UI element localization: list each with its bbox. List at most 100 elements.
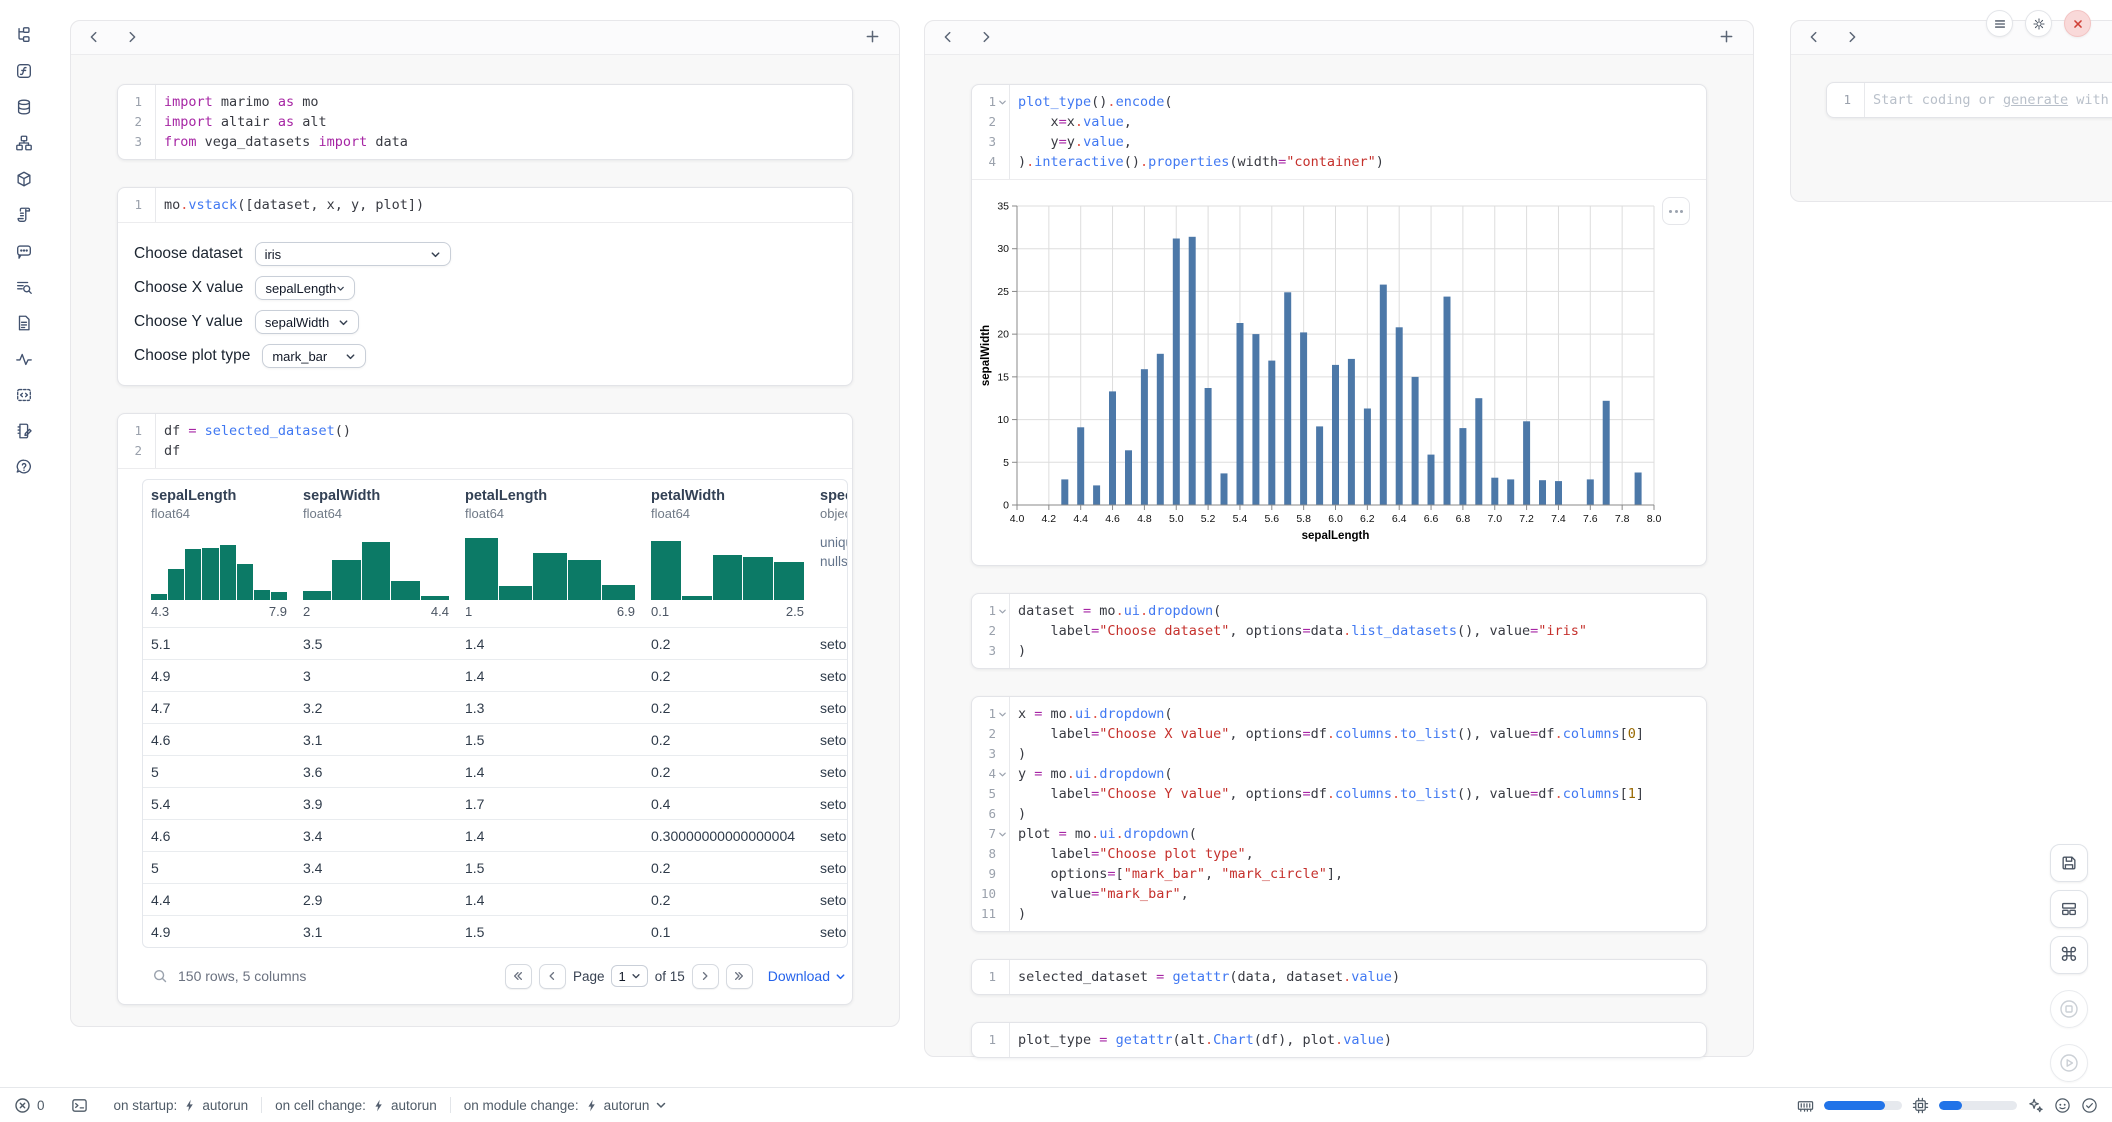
chart-menu-button[interactable] [1662,197,1690,225]
code-line[interactable]: 9 options=["mark_bar", "mark_circle"], [972,864,1706,884]
code-line[interactable]: 1 selected_dataset = getattr(data, datase… [972,967,1706,987]
table-row[interactable]: 4.6 3.1 1.5 0.2 setosa [143,723,847,755]
code-line[interactable]: 5 label="Choose Y value", options=df.col… [972,784,1706,804]
settings-gear-button[interactable] [2025,10,2052,37]
table-column-header[interactable]: species object unique:nulls: [812,480,847,627]
table-row[interactable]: 4.7 3.2 1.3 0.2 setosa [143,691,847,723]
move-column-left-button[interactable] [1807,30,1823,46]
shutdown-close-button[interactable] [2064,10,2091,37]
table-column-header[interactable]: sepalLength float64 4.3 7.9 [143,480,295,627]
move-column-right-button[interactable] [125,30,141,46]
code-cell-empty[interactable]: 1 Start coding or generate with [1826,82,2112,118]
outputs-icon[interactable] [15,386,33,404]
code-line[interactable]: 1 import marimo as mo [118,92,852,112]
dropdown[interactable]: sepalWidth [254,310,359,334]
code-line[interactable]: 4 y = mo.ui.dropdown( [972,764,1706,784]
collapse-chevron-icon[interactable] [996,824,1009,844]
table-row[interactable]: 4.9 3 1.4 0.2 setosa [143,659,847,691]
add-column-button[interactable] [865,29,883,47]
pagination-prev-button[interactable] [538,963,566,989]
menu-button[interactable] [1986,10,2013,37]
code-cell-dataset-dropdown[interactable]: 1 dataset = mo.ui.dropdown(2 label="Choos… [971,593,1707,669]
column-histogram[interactable] [465,530,636,600]
collapse-chevron-icon[interactable] [996,601,1009,621]
code-line[interactable]: 1 dataset = mo.ui.dropdown( [972,601,1706,621]
code-cell-plot-type[interactable]: 1 plot_type = getattr(alt.Chart(df), plot… [971,1022,1707,1058]
snippets-icon[interactable] [15,314,33,332]
code-cell-xy-dropdowns[interactable]: 1 x = mo.ui.dropdown(2 label="Choose X va… [971,696,1707,932]
packages-icon[interactable] [15,170,33,188]
pagination-next-button[interactable] [691,963,719,989]
code-line[interactable]: 10 value="mark_bar", [972,884,1706,904]
help-icon[interactable] [15,458,33,476]
code-cell-selected-dataset[interactable]: 1 selected_dataset = getattr(data, datase… [971,959,1707,995]
table-column-header[interactable]: sepalWidth float64 2 4.4 [295,480,457,627]
documentation-search-icon[interactable] [15,278,33,296]
autorun-on-module-change[interactable]: on module change: autorun [451,1098,681,1113]
chat-icon[interactable] [15,242,33,260]
move-column-right-button[interactable] [1845,30,1861,46]
autorun-on-cell-change[interactable]: on cell change: autorun [275,1097,437,1113]
bar-chart[interactable]: 4.0 4.2 4.4 4.6 4.8 5.0 5.2 5.4 5.6 5.8 6.0 6.2 6.4 6… [972,180,1707,565]
code-cell-vstack[interactable]: 1 mo.vstack([dataset, x, y, plot]) Choose… [117,187,853,386]
copilot-icon[interactable] [2054,1097,2071,1114]
file-explorer-icon[interactable] [15,26,33,44]
move-column-left-button[interactable] [87,30,103,46]
table-row[interactable]: 5 3.4 1.5 0.2 setosa [143,851,847,883]
code-line[interactable]: 7 plot = mo.ui.dropdown( [972,824,1706,844]
kernel-status-icon[interactable] [2081,1097,2098,1114]
collapse-chevron-icon[interactable] [996,92,1009,112]
keyboard-shortcuts-button[interactable]: ⌘ [2050,936,2088,974]
code-line[interactable]: 1 plot_type = getattr(alt.Chart(df), plot… [972,1030,1706,1050]
code-line[interactable]: 1 df = selected_dataset() [118,421,852,441]
column-histogram[interactable] [303,530,450,600]
dropdown[interactable]: mark_bar [262,344,367,368]
dependency-graph-icon[interactable] [15,134,33,152]
column-histogram[interactable] [151,530,287,600]
add-column-button[interactable] [1719,29,1737,47]
code-line[interactable]: 2 label="Choose dataset", options=data.l… [972,621,1706,641]
layout-button[interactable] [2050,890,2088,928]
stop-button[interactable] [2050,990,2088,1028]
collapse-chevron-icon[interactable] [996,764,1009,784]
code-line[interactable]: 3) [972,744,1706,764]
dropdown[interactable]: iris [254,242,451,266]
pagination-first-button[interactable] [504,963,532,989]
download-button[interactable]: Download [768,968,846,984]
scratchpad-icon[interactable] [15,422,33,440]
table-row[interactable]: 5 3.6 1.4 0.2 setosa [143,755,847,787]
collapse-chevron-icon[interactable] [996,704,1009,724]
errors-indicator[interactable]: 0 [14,1097,58,1114]
save-button[interactable] [2050,844,2088,882]
logs-icon[interactable] [15,206,33,224]
code-line[interactable]: 6) [972,804,1706,824]
code-line[interactable]: 11) [972,904,1706,924]
code-line[interactable]: 4).interactive().properties(width="conta… [972,152,1706,172]
search-icon[interactable] [152,968,168,984]
column-histogram[interactable] [651,530,804,600]
code-line[interactable]: 2 df [118,441,852,461]
table-column-header[interactable]: petalLength float64 1 6.9 [457,480,643,627]
code-cell-dataframe[interactable]: 1 df = selected_dataset() 2 df sepalLength f… [117,413,853,1005]
code-line[interactable]: 1 Start coding or generate with [1827,90,2112,110]
database-icon[interactable] [15,98,33,116]
code-line[interactable]: 3 from vega_datasets import data [118,132,852,152]
table-row[interactable]: 5.1 3.5 1.4 0.2 setosa [143,627,847,659]
code-line[interactable]: 8 label="Choose plot type", [972,844,1706,864]
code-line[interactable]: 2 label="Choose X value", options=df.col… [972,724,1706,744]
tracing-icon[interactable] [15,350,33,368]
code-cell-plot[interactable]: 1 plot_type().encode(2 x=x.value, 3 y=y.va… [971,84,1707,566]
code-line[interactable]: 2 import altair as alt [118,112,852,132]
move-column-left-button[interactable] [941,30,957,46]
table-row[interactable]: 4.6 3.4 1.4 0.30000000000000004 setosa [143,819,847,851]
table-column-header[interactable]: petalWidth float64 0.1 2.5 [643,480,812,627]
ai-sparkles-icon[interactable] [2027,1097,2044,1114]
move-column-right-button[interactable] [979,30,995,46]
code-line[interactable]: 3) [972,641,1706,661]
table-row[interactable]: 4.4 2.9 1.4 0.2 setosa [143,883,847,915]
pagination-last-button[interactable] [725,963,753,989]
table-row[interactable]: 4.9 3.1 1.5 0.1 setosa [143,915,847,947]
code-line[interactable]: 1 x = mo.ui.dropdown( [972,704,1706,724]
code-cell-imports[interactable]: 1 import marimo as mo 2 import altair as al… [117,84,853,160]
page-select[interactable]: 1 [611,965,648,987]
